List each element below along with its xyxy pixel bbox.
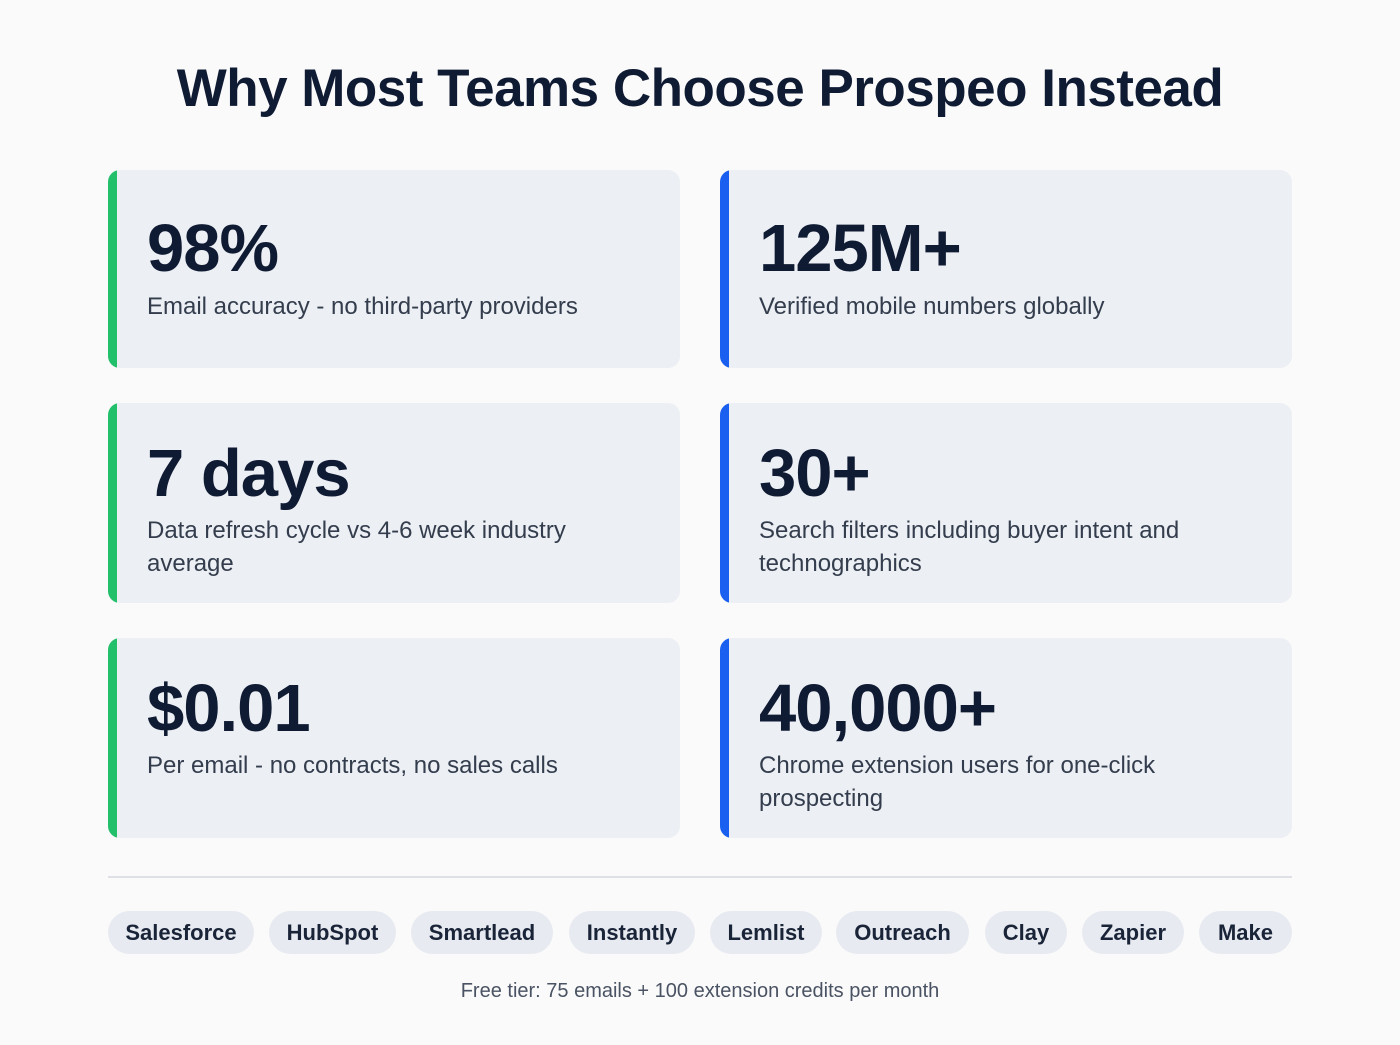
stat-value: 30+ [759,436,871,511]
stat-card-search-filters: 30+ Search filters including buyer inten… [720,403,1292,603]
accent-bar [108,638,117,838]
integration-chip-lemlist: Lemlist [710,911,822,954]
integration-chip-smartlead: Smartlead [411,911,553,954]
stat-description: Chrome extension users for one-click pro… [759,752,1156,812]
stat-card-mobile-numbers: 125M+ Verified mobile numbers globally [720,170,1292,368]
integration-chip-make: Make [1199,911,1292,954]
integration-chip-salesforce: Salesforce [108,911,254,954]
page-title: Why Most Teams Choose Prospeo Instead [176,59,1224,118]
integrations-list: Salesforce HubSpot Smartlead Instantly L… [108,911,1292,954]
stat-value: 125M+ [759,211,962,286]
accent-bar [108,170,117,368]
stat-description: Email accuracy - no third-party provider… [147,293,578,320]
stat-card-refresh-cycle: 7 days Data refresh cycle vs 4-6 week in… [108,403,680,603]
integration-chip-outreach: Outreach [836,911,969,954]
stat-description: Data refresh cycle vs 4-6 week industry … [147,517,566,577]
divider [108,876,1292,878]
integration-chip-instantly: Instantly [569,911,695,954]
stat-value: 7 days [147,436,351,511]
stat-value: 98% [147,211,279,286]
free-tier-note: Free tier: 75 emails + 100 extension cre… [460,980,940,1002]
stat-value: 40,000+ [759,671,997,746]
accent-bar [720,638,729,838]
stat-description: Verified mobile numbers globally [759,293,1105,320]
stat-card-email-accuracy: 98% Email accuracy - no third-party prov… [108,170,680,368]
integration-chip-hubspot: HubSpot [269,911,396,954]
integration-chip-zapier: Zapier [1082,911,1184,954]
stat-card-extension-users: 40,000+ Chrome extension users for one-c… [720,638,1292,838]
stat-description: Per email - no contracts, no sales calls [147,752,558,779]
stat-card-price-per-email: $0.01 Per email - no contracts, no sales… [108,638,680,838]
accent-bar [720,170,729,368]
integration-chip-clay: Clay [985,911,1067,954]
stat-value: $0.01 [147,671,311,746]
accent-bar [720,403,729,603]
accent-bar [108,403,117,603]
stat-description: Search filters including buyer intent an… [759,517,1180,577]
